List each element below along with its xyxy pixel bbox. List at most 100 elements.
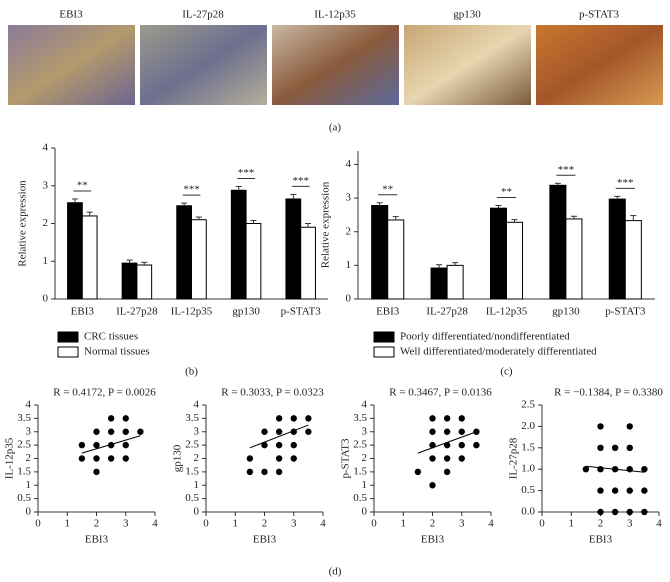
point <box>290 415 297 422</box>
x-tick-label: p-STAT3 <box>605 306 646 318</box>
y-tick-label: 4 <box>362 399 368 411</box>
y-tick-label: 3 <box>26 425 32 437</box>
trend-line <box>249 424 309 449</box>
micrograph <box>8 25 135 105</box>
significance-label: *** <box>558 164 575 176</box>
y-tick-label: 1 <box>346 259 352 271</box>
point <box>122 455 129 462</box>
y-axis-label: Relative expression <box>320 181 332 268</box>
y-tick-label: 3.5 <box>353 412 367 424</box>
point <box>275 455 283 462</box>
y-tick-label: 0 <box>346 293 352 305</box>
point <box>443 428 451 435</box>
y-axis-label: IL-12p35 <box>4 437 16 479</box>
bar <box>230 189 247 300</box>
y-axis-label: p-STAT3 <box>340 438 352 479</box>
point <box>305 415 312 422</box>
point <box>93 441 100 449</box>
point <box>429 428 436 435</box>
x-tick-label: 1 <box>569 518 575 530</box>
significance-label: ** <box>501 186 512 198</box>
y-tick-label: 2.5 <box>185 439 199 451</box>
point <box>275 441 283 449</box>
y-tick-label: 0 <box>194 506 200 518</box>
annotation: R = 0.4172, P = 0.0026 <box>53 387 156 399</box>
legend-label: Normal tissues <box>84 346 150 358</box>
bar <box>285 198 302 300</box>
x-tick-label: 3 <box>459 518 465 530</box>
point <box>261 428 268 435</box>
image-label: IL-12p35 <box>314 9 356 21</box>
point <box>290 441 297 449</box>
significance-label: *** <box>292 175 309 187</box>
y-axis-label: gp130 <box>172 444 184 472</box>
point <box>611 487 619 494</box>
point <box>458 415 465 422</box>
y-tick-label: 0 <box>26 506 32 518</box>
micrographs: EBI3 IL-27p28 IL-12p35 gp130 p-STAT3 <box>8 9 663 105</box>
bar <box>245 223 262 300</box>
y-axis-label: Relative expression <box>17 180 29 267</box>
y-tick-label: 2.0 <box>521 420 535 432</box>
point <box>122 441 129 449</box>
bar <box>191 219 207 300</box>
image-label: EBI3 <box>59 9 83 21</box>
y-tick-label: 2 <box>346 225 352 237</box>
legend-swatch <box>373 331 395 343</box>
bar <box>506 221 524 300</box>
x-tick-label: 4 <box>488 518 494 530</box>
point <box>597 444 604 451</box>
point <box>597 423 604 430</box>
x-tick-label: 0 <box>371 518 377 530</box>
y-tick-label: 2 <box>43 217 49 229</box>
x-tick-label: IL-27p28 <box>426 306 468 318</box>
significance-label: ** <box>382 183 393 195</box>
point <box>597 508 604 516</box>
micrograph <box>272 25 399 105</box>
panel-label: (c) <box>500 366 513 378</box>
point <box>275 468 283 476</box>
micrograph <box>536 25 663 105</box>
y-tick-label: 0.5 <box>185 492 199 504</box>
significance-label: *** <box>617 177 634 189</box>
point <box>107 455 115 462</box>
y-tick-label: 4 <box>194 399 200 411</box>
x-tick-label: 0 <box>35 518 41 530</box>
point <box>443 455 451 462</box>
point <box>611 444 619 451</box>
x-tick-label: 2 <box>94 518 100 530</box>
point <box>641 508 648 516</box>
x-tick-label: 0 <box>539 518 545 530</box>
annotation: R = 0.3033, P = 0.0323 <box>221 387 324 399</box>
bar <box>489 207 508 300</box>
legend-swatch <box>57 331 79 343</box>
trend-line <box>417 431 477 454</box>
x-tick-label: 1 <box>65 518 71 530</box>
y-tick-label: 1.5 <box>17 465 31 477</box>
bar <box>121 262 138 300</box>
x-axis-label: EBI3 <box>421 534 445 546</box>
point <box>93 428 100 435</box>
point <box>275 415 283 422</box>
point <box>261 441 268 449</box>
annotation: R = 0.3467, P = 0.0136 <box>389 387 492 399</box>
point <box>458 428 465 435</box>
point <box>443 468 451 476</box>
x-tick-label: 3 <box>627 518 633 530</box>
y-axis-label: IL-27p28 <box>508 437 520 479</box>
y-tick-label: 0 <box>362 506 368 518</box>
bar <box>371 204 389 300</box>
point <box>122 428 129 435</box>
point <box>122 415 129 422</box>
y-tick-label: 4 <box>43 142 49 154</box>
x-tick-label: p-STAT3 <box>281 306 322 318</box>
x-tick-label: 3 <box>123 518 129 530</box>
point <box>626 444 633 451</box>
bar <box>300 226 316 300</box>
x-tick-label: gp130 <box>552 306 580 318</box>
point <box>78 441 86 449</box>
y-tick-label: 0 <box>43 293 49 305</box>
image-label: IL-27p28 <box>182 9 224 21</box>
x-tick-label: 3 <box>291 518 297 530</box>
point <box>137 428 144 435</box>
